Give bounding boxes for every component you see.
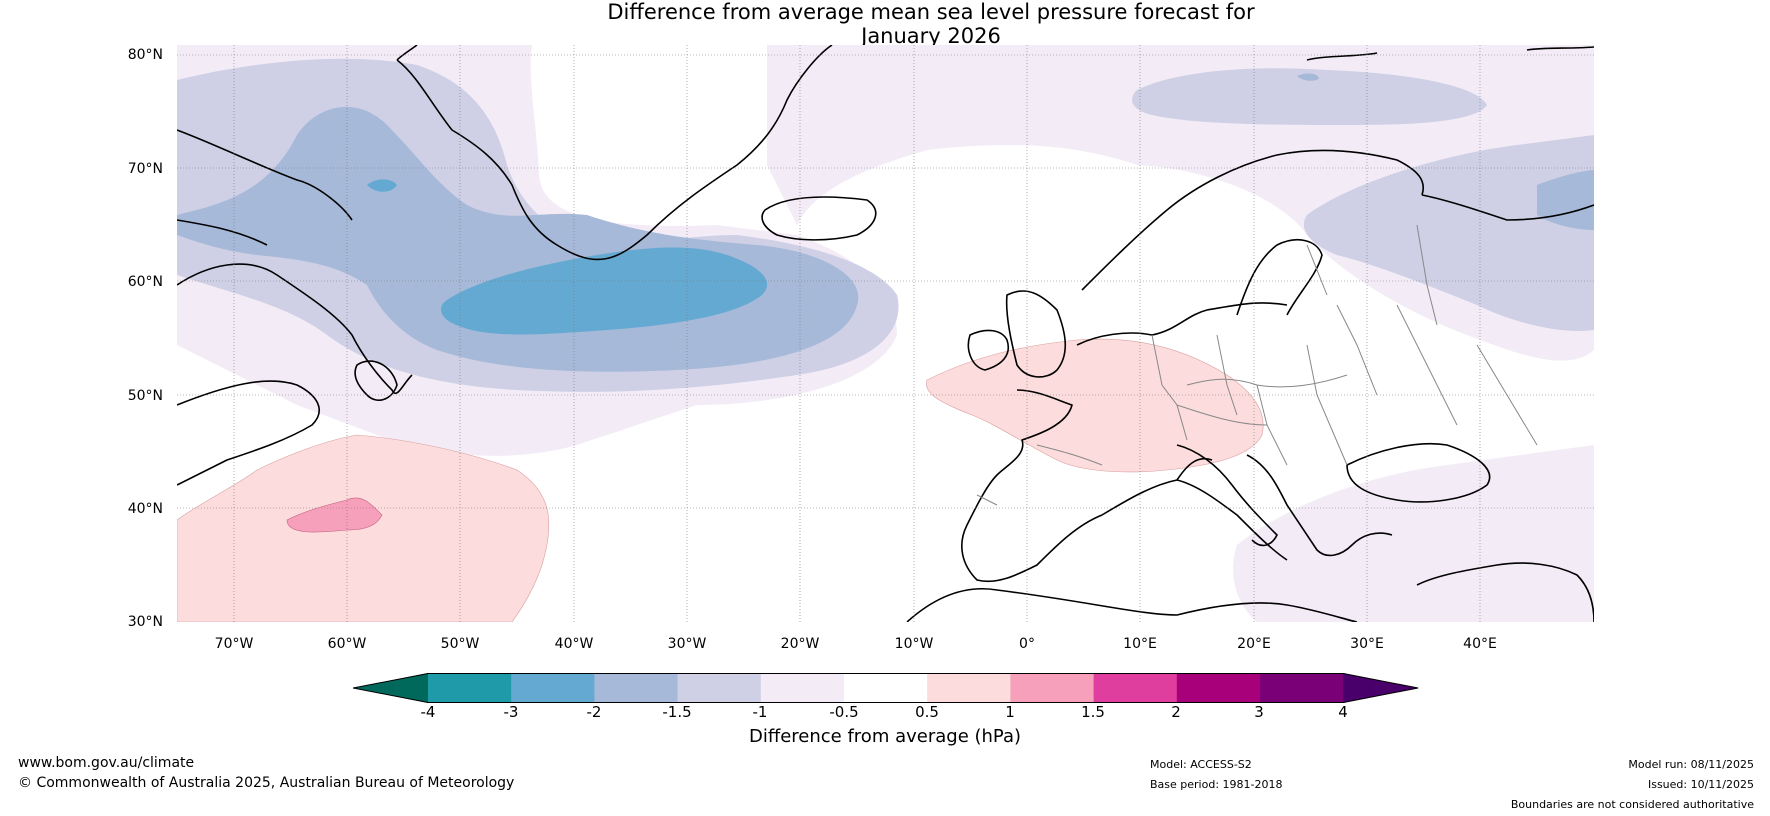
coast-iceland — [761, 196, 877, 241]
coast-med-north — [1101, 458, 1288, 561]
lat-label-70n: 70°N — [127, 161, 163, 177]
colorbar-title: Difference from average (hPa) — [748, 726, 1022, 747]
colorbar-tick-minus4: -4 — [420, 703, 436, 721]
contour-lt-0.5-southeast — [1233, 445, 1594, 622]
colorbar-segment-lt_-0.5 — [760, 673, 845, 703]
colorbar-extend-max — [1343, 673, 1419, 703]
lon-label-50w: 50°W — [440, 636, 480, 652]
title-line-1: Difference from average mean sea level p… — [607, 0, 1255, 24]
colorbar-segment-gt_1 — [1010, 673, 1095, 703]
footer-website: www.bom.gov.au/climate — [18, 755, 195, 771]
coast-newfoundland — [354, 360, 398, 401]
coast-baffin — [177, 129, 353, 246]
map-panel — [177, 45, 1594, 622]
coast-east-med — [1416, 562, 1594, 622]
coast-greenland — [396, 45, 833, 261]
lon-label-0: 0° — [1019, 636, 1035, 652]
lat-label-60n: 60°N — [127, 274, 163, 290]
coastlines — [177, 45, 1594, 622]
coast-arctic-islands — [1306, 46, 1594, 61]
contour-lt-1-scandinavia — [1303, 135, 1594, 331]
coast-greenland-north — [396, 45, 418, 61]
lat-label-50n: 50°N — [127, 388, 163, 404]
lon-label-20e: 20°E — [1237, 636, 1271, 652]
footer-model-run: Model run: 08/11/2025 — [1628, 758, 1754, 771]
colorbar-tick-1: 1 — [1005, 703, 1015, 721]
graticule — [177, 45, 1594, 622]
colorbar-segment-lt_-2 — [511, 673, 595, 703]
colorbar-segment-gt_0.5 — [927, 673, 1011, 703]
colorbar-tick-minus2: -2 — [586, 703, 602, 721]
footer-disclaimer: Boundaries are not considered authoritat… — [1510, 798, 1754, 811]
colorbar — [353, 673, 1419, 703]
coast-labrador — [177, 263, 413, 395]
contour-lt-1.5-ne — [1537, 170, 1594, 230]
contour-lt-2-atlantic — [441, 247, 768, 335]
lon-label-70w: 70°W — [214, 636, 254, 652]
pressure-anomaly-map — [177, 45, 1594, 622]
colorbar-segment-lt_-3 — [428, 673, 512, 703]
contour-gt-0.5-europe — [926, 338, 1264, 473]
anomaly-shading — [177, 45, 1594, 622]
colorbar-tick-1.5: 1.5 — [1081, 703, 1105, 721]
lon-label-40e: 40°E — [1463, 636, 1497, 652]
coast-black-sea — [1346, 442, 1491, 503]
coast-nova-scotia — [177, 380, 320, 486]
lon-label-10w: 10°W — [894, 636, 934, 652]
lat-label-30n: 30°N — [127, 614, 163, 630]
colorbar-tick-minus3: -3 — [503, 703, 519, 721]
contour-lt-2-greenland — [367, 179, 397, 192]
coast-balkans-greece — [1246, 454, 1393, 557]
contour-lt-1.5-svalbard — [1297, 73, 1319, 81]
coast-kola-white-sea — [1421, 194, 1594, 221]
footer-copyright: © Commonwealth of Australia 2025, Austra… — [18, 775, 515, 791]
colorbar-segment-lt_-1 — [677, 673, 762, 703]
colorbar-segment-gt_2 — [1176, 673, 1261, 703]
coast-british-isles — [967, 290, 1067, 378]
colorbar-extend-min — [353, 673, 428, 703]
lon-label-10e: 10°E — [1123, 636, 1157, 652]
contour-lt-1-arctic — [1132, 68, 1487, 125]
colorbar-tick-minus1: -1 — [752, 703, 768, 721]
coast-europe-west — [961, 302, 1288, 583]
coast-scandinavia — [1081, 149, 1424, 316]
lat-label-40n: 40°N — [127, 501, 163, 517]
lon-label-20w: 20°W — [780, 636, 820, 652]
footer-model: Model: ACCESS-S2 — [1150, 758, 1252, 771]
chart-title: Difference from average mean sea level p… — [0, 0, 1770, 48]
lon-label-40w: 40°W — [554, 636, 594, 652]
coast-north-africa — [906, 587, 1358, 622]
footer-base-period: Base period: 1981-2018 — [1150, 778, 1283, 791]
colorbar-tick-4: 4 — [1338, 703, 1348, 721]
contour-gt-1-southwest — [286, 497, 383, 533]
colorbar-segment-gt_3 — [1260, 673, 1344, 703]
colorbar-tick-minus1.5: -1.5 — [662, 703, 692, 721]
lon-label-30w: 30°W — [667, 636, 707, 652]
lon-label-30e: 30°E — [1350, 636, 1384, 652]
footer-issued: Issued: 10/11/2025 — [1647, 778, 1754, 791]
colorbar-tick-3: 3 — [1254, 703, 1264, 721]
title-line-2: January 2026 — [861, 24, 1001, 48]
lat-label-80n: 80°N — [127, 47, 163, 63]
coast-italy — [1176, 444, 1278, 547]
colorbar-tick-minus0.5: -0.5 — [829, 703, 859, 721]
colorbar-tick-2: 2 — [1171, 703, 1181, 721]
colorbar-segment-neutral — [844, 673, 928, 703]
colorbar-segment-gt_1.5 — [1093, 673, 1178, 703]
colorbar-segment-lt_-1.5 — [594, 673, 679, 703]
colorbar-tick-0.5: 0.5 — [915, 703, 939, 721]
colorbar-outline — [353, 673, 1419, 703]
lon-label-60w: 60°W — [327, 636, 367, 652]
